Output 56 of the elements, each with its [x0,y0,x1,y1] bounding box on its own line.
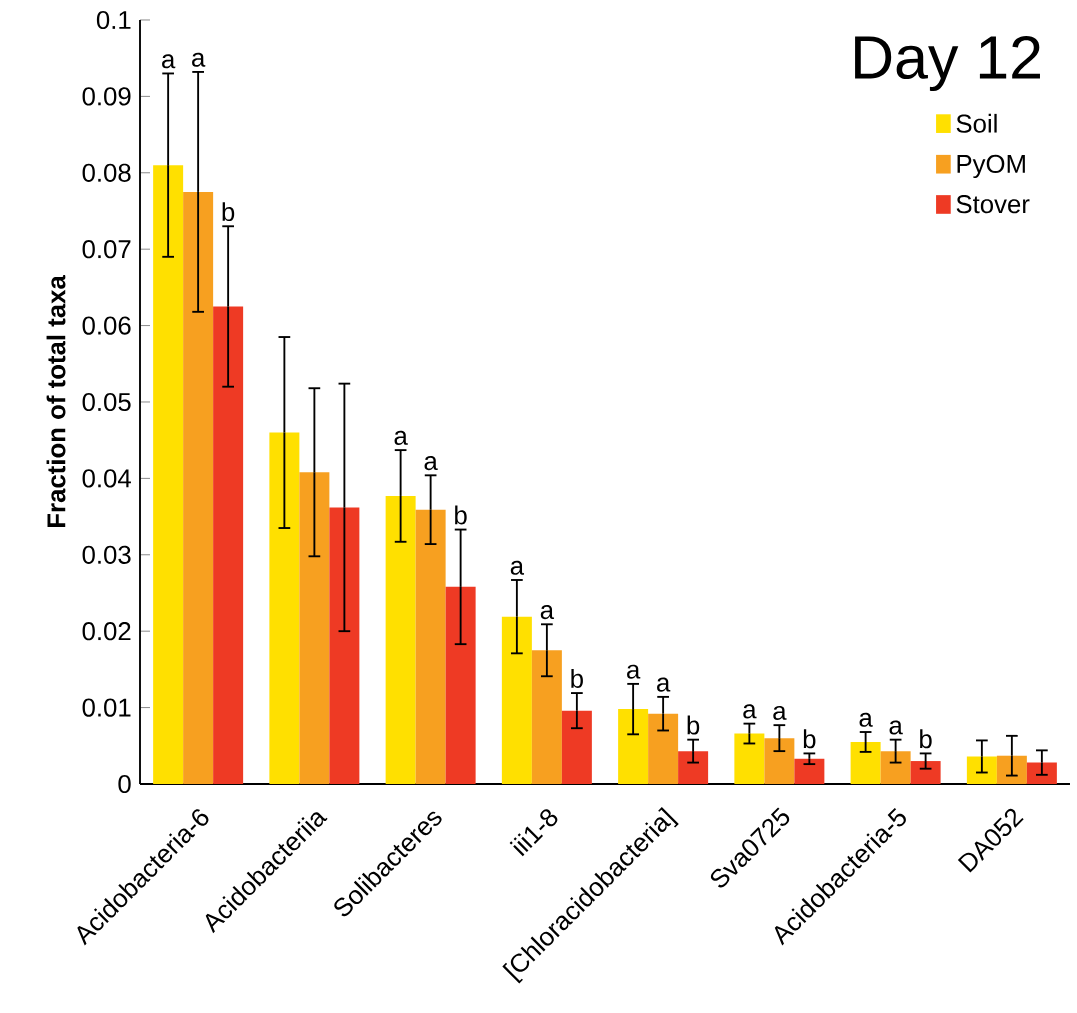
bar [734,733,765,784]
bar [648,713,679,784]
bar [1026,762,1057,784]
annotation: a [192,52,206,67]
annotation: a [540,605,555,620]
y-tick-label: 0.01 [82,698,131,717]
bar [329,507,360,784]
bar [269,432,300,784]
annotation: a [743,704,757,719]
bar [910,761,941,784]
bar [445,586,476,784]
bar [794,758,825,784]
bar [183,191,214,784]
annotation: a [394,430,408,445]
legend-label: Stover [956,195,1030,214]
bar [213,306,244,784]
y-tick-label: 0.1 [96,10,131,30]
annotation: b [455,505,467,525]
bar [678,751,709,784]
annotation: b [920,729,932,749]
y-tick-label: 0.06 [82,316,131,335]
annotation: b [222,202,235,222]
bar [850,741,881,784]
annotation: a [859,712,873,727]
bar [385,495,416,784]
bar [618,709,649,784]
annotation: a [627,664,641,679]
annotation: a [657,677,671,692]
annotation: a [773,705,787,721]
bar [880,751,911,784]
y-tick-label: 0.09 [82,87,131,106]
y-tick-label: 0.03 [82,545,131,564]
annotation: a [424,456,438,471]
annotation: b [803,729,816,749]
y-tick-label: 0 [118,774,131,794]
legend-label: PyOM [957,154,1025,179]
bar [153,165,184,784]
chart-title: Day 12 [855,35,1040,92]
y-tick-label: 0.08 [82,163,131,182]
y-tick-label: 0.07 [82,240,131,259]
legend-label: Soil [956,113,997,133]
y-tick-label: 0.05 [82,392,131,412]
bar [501,616,532,784]
y-tick-label: 0.02 [82,622,131,641]
bar [299,472,330,784]
annotation: b [687,715,700,735]
bar [561,710,592,784]
annotation: a [162,54,176,69]
bar [531,650,562,784]
annotation: a [510,560,525,575]
bar [764,738,795,784]
y-axis-title: Fraction of total taxa [46,275,66,527]
y-tick-label: 0.04 [82,469,131,488]
annotation: a [889,720,903,735]
bar [415,509,446,784]
annotation: b [571,669,583,688]
